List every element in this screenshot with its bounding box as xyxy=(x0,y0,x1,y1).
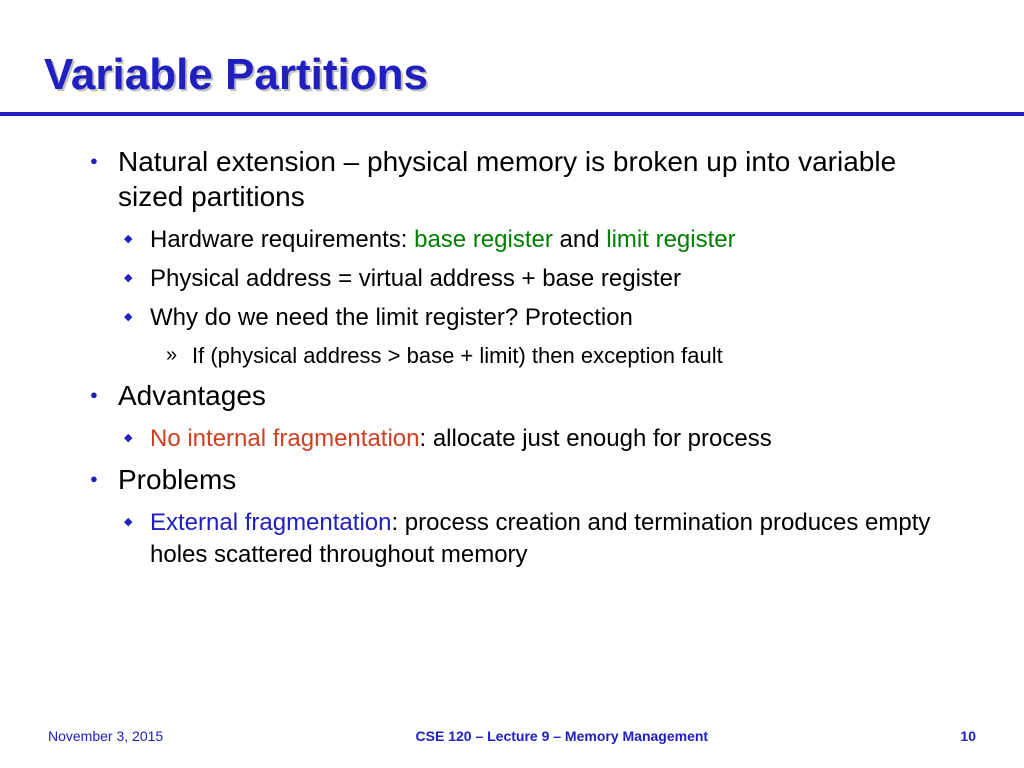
bullet-l2: No internal fragmentation: allocate just… xyxy=(88,423,964,454)
bullet-l3: If (physical address > base + limit) the… xyxy=(88,342,964,371)
text-highlight-blue: External fragmentation xyxy=(150,509,391,536)
slide: Variable Partitions Natural extension – … xyxy=(0,0,1024,768)
footer-date: November 3, 2015 xyxy=(48,728,163,744)
bullet-l1: Advantages xyxy=(88,378,964,413)
bullet-l2: Why do we need the limit register? Prote… xyxy=(88,302,964,333)
bullet-l2: Hardware requirements: base register and… xyxy=(88,224,964,255)
slide-title: Variable Partitions xyxy=(44,50,984,100)
text-highlight-red: No internal fragmentation xyxy=(150,425,419,452)
footer-title: CSE 120 – Lecture 9 – Memory Management xyxy=(416,728,709,744)
bullet-l1: Natural extension – physical memory is b… xyxy=(88,144,964,214)
text-highlight-green: limit register xyxy=(606,226,735,253)
footer-page: 10 xyxy=(960,728,976,744)
bullet-l1: Problems xyxy=(88,462,964,497)
slide-footer: November 3, 2015 CSE 120 – Lecture 9 – M… xyxy=(0,728,1024,744)
text-span: and xyxy=(553,226,606,253)
text-span: Hardware requirements: xyxy=(150,226,414,253)
bullet-l2: External fragmentation: process creation… xyxy=(88,507,964,569)
slide-content: Natural extension – physical memory is b… xyxy=(40,144,984,570)
bullet-l2: Physical address = virtual address + bas… xyxy=(88,263,964,294)
title-rule xyxy=(0,112,1024,116)
text-highlight-green: base register xyxy=(414,226,553,253)
text-span: : allocate just enough for process xyxy=(419,425,771,452)
